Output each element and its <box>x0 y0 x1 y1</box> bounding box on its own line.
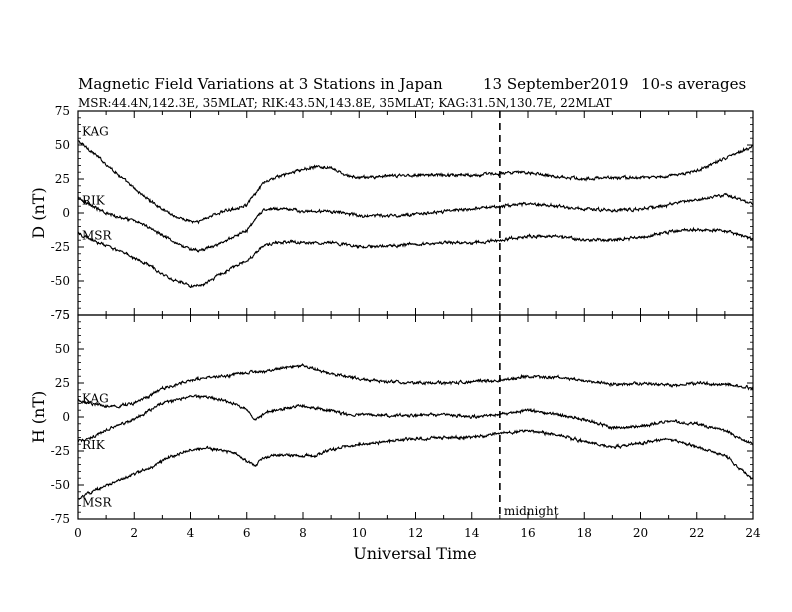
ytick-label-H-1: 50 <box>55 342 70 356</box>
series-lines <box>77 139 754 500</box>
x-axis-label: Universal Time <box>353 544 476 563</box>
xtick-label-2: 4 <box>187 526 195 540</box>
station-coordinates: MSR:44.4N,142.3E, 35MLAT; RIK:43.5N,143.… <box>78 96 612 110</box>
xtick-label-4: 8 <box>299 526 307 540</box>
series-label-H-kag: KAG <box>82 391 109 405</box>
series-H-msr <box>78 429 754 500</box>
series-D-msr <box>77 226 754 289</box>
series-H-kag <box>77 363 754 409</box>
xtick-label-3: 6 <box>243 526 251 540</box>
ytick-label-D-5: -50 <box>51 274 70 288</box>
series-D-rik <box>77 192 754 253</box>
chart-title: Magnetic Field Variations at 3 Stations … <box>78 75 443 93</box>
xtick-label-12: 24 <box>745 526 761 540</box>
ytick-label-D-4: -25 <box>51 240 70 254</box>
xtick-label-7: 14 <box>464 526 480 540</box>
h-axis-label: H (nT) <box>29 391 48 444</box>
ytick-label-H-5: -50 <box>51 478 70 492</box>
ytick-label-H-3: 0 <box>62 410 70 424</box>
chart-averaging: 10-s averages <box>641 75 746 93</box>
h-panel-frame <box>77 314 754 520</box>
ytick-label-D-0: 75 <box>55 104 70 118</box>
series-label-D-rik: RIK <box>82 193 106 207</box>
midnight-annotation: midnight <box>504 504 559 518</box>
xtick-label-8: 16 <box>520 526 535 540</box>
xtick-label-9: 18 <box>577 526 592 540</box>
xtick-label-1: 2 <box>130 526 138 540</box>
series-label-H-rik: RIK <box>82 438 106 452</box>
midnight-marker: midnight <box>499 111 559 519</box>
ytick-label-D-3: 0 <box>62 206 70 220</box>
series-label-D-kag: KAG <box>82 124 109 138</box>
ytick-label-H-4: -25 <box>51 444 70 458</box>
ytick-label-H-2: 25 <box>55 376 70 390</box>
ytick-label-H-0: 75 <box>55 308 70 322</box>
ytick-label-D-2: 25 <box>55 172 70 186</box>
series-H-rik <box>77 394 754 446</box>
ytick-label-H-6: -75 <box>51 512 70 526</box>
xtick-label-0: 0 <box>74 526 82 540</box>
xtick-label-11: 22 <box>689 526 704 540</box>
series-labels: KAG RIK MSR KAG RIK MSR <box>82 124 113 509</box>
d-panel-frame <box>77 110 754 316</box>
ytick-label-D-1: 50 <box>55 138 70 152</box>
xtick-label-6: 12 <box>408 526 423 540</box>
chart-date: 13 September2019 <box>483 75 629 93</box>
xtick-label-5: 10 <box>352 526 367 540</box>
d-axis-label: D (nT) <box>29 187 48 238</box>
xtick-label-10: 20 <box>633 526 648 540</box>
series-D-kag <box>77 139 754 225</box>
series-label-D-msr: MSR <box>82 228 113 242</box>
ytick-label-D-6: -75 <box>51 308 70 322</box>
series-label-H-msr: MSR <box>82 496 113 510</box>
